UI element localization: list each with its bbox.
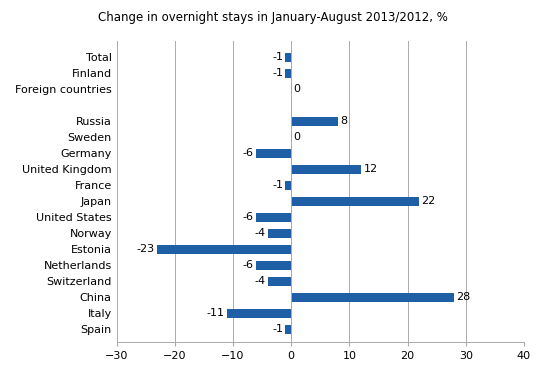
Text: 22: 22 xyxy=(422,196,436,206)
Bar xyxy=(291,117,338,126)
Text: -1: -1 xyxy=(272,52,283,62)
Text: -4: -4 xyxy=(254,276,265,286)
Bar xyxy=(286,181,291,190)
Bar xyxy=(256,149,291,158)
Bar xyxy=(291,165,361,174)
Text: 0: 0 xyxy=(294,84,300,94)
Bar xyxy=(286,53,291,62)
Text: -6: -6 xyxy=(243,260,254,270)
Text: 12: 12 xyxy=(363,164,377,174)
Text: Change in overnight stays in January-August 2013/2012, %: Change in overnight stays in January-Aug… xyxy=(98,11,448,24)
Text: -6: -6 xyxy=(243,148,254,158)
Text: -4: -4 xyxy=(254,228,265,238)
Text: -1: -1 xyxy=(272,324,283,334)
Text: 28: 28 xyxy=(456,292,471,302)
Text: -1: -1 xyxy=(272,180,283,190)
Text: -11: -11 xyxy=(207,308,225,318)
Text: -6: -6 xyxy=(243,212,254,222)
Bar xyxy=(256,261,291,270)
Bar xyxy=(286,69,291,78)
Text: 8: 8 xyxy=(340,116,347,126)
Bar xyxy=(291,197,419,206)
Text: -1: -1 xyxy=(272,68,283,78)
Bar xyxy=(268,277,291,286)
Bar xyxy=(256,213,291,221)
Bar xyxy=(291,293,454,302)
Bar xyxy=(157,245,291,254)
Bar xyxy=(268,229,291,238)
Text: 0: 0 xyxy=(294,132,300,142)
Bar xyxy=(227,309,291,318)
Bar xyxy=(286,325,291,334)
Text: -23: -23 xyxy=(137,244,155,254)
